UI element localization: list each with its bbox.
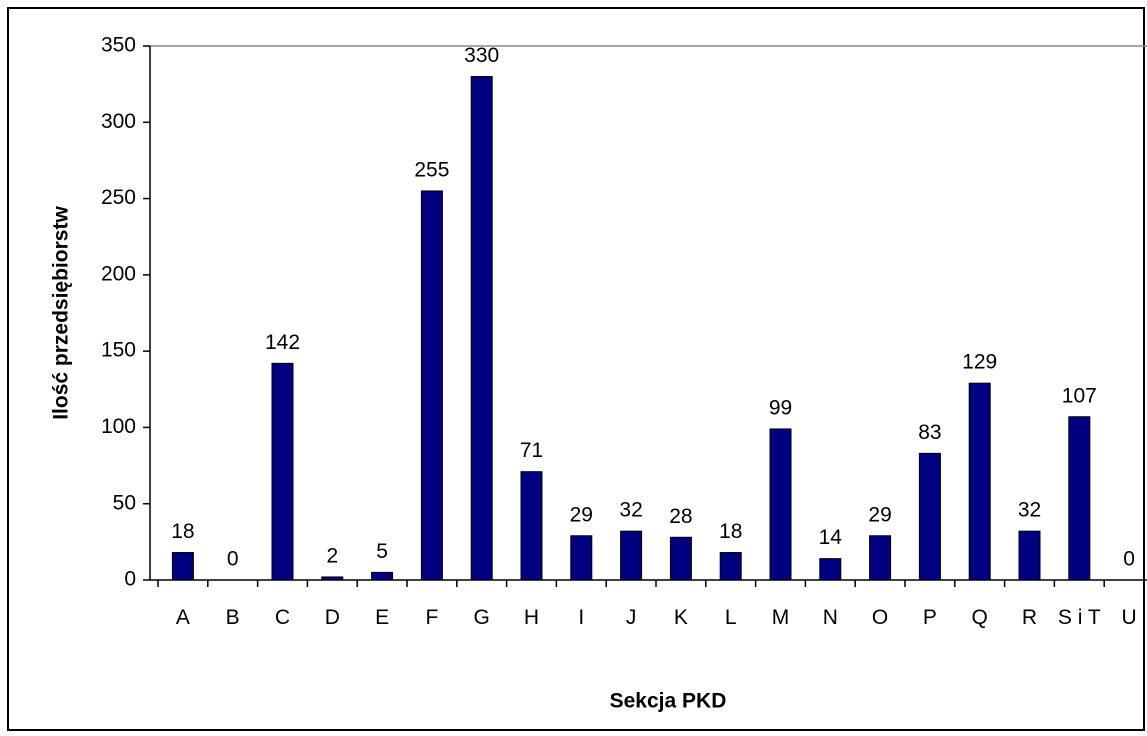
bar xyxy=(819,558,842,581)
data-label: 255 xyxy=(414,158,449,181)
bar xyxy=(171,552,194,581)
data-label: 0 xyxy=(1123,548,1135,571)
y-tick-label: 350 xyxy=(101,34,136,57)
data-label: 129 xyxy=(962,351,997,374)
x-tick-label: D xyxy=(324,606,340,629)
x-tick-label: S i T xyxy=(1057,606,1101,629)
x-tick-label: M xyxy=(771,606,790,629)
bar xyxy=(321,576,344,581)
x-tick-label: F xyxy=(425,606,439,629)
data-label: 5 xyxy=(376,540,388,563)
data-label: 14 xyxy=(819,526,843,549)
x-tick-label: R xyxy=(1021,606,1038,629)
data-label: 71 xyxy=(520,439,543,462)
y-tick-label: 0 xyxy=(124,568,136,591)
bar xyxy=(470,76,493,581)
bar xyxy=(620,530,643,581)
data-label: 32 xyxy=(619,499,642,522)
y-tick-label: 300 xyxy=(101,110,136,133)
x-tick-label: O xyxy=(871,606,889,629)
x-tick-label: G xyxy=(473,606,490,629)
data-label: 330 xyxy=(464,44,499,67)
y-tick-label: 200 xyxy=(101,262,136,285)
bar xyxy=(271,362,294,581)
y-tick-label: 150 xyxy=(101,339,136,362)
bar xyxy=(520,471,543,581)
data-label: 107 xyxy=(1062,384,1097,407)
data-label: 18 xyxy=(171,520,194,543)
x-tick-label: J xyxy=(625,606,637,629)
x-tick-label: C xyxy=(274,606,291,629)
bar xyxy=(1068,416,1091,581)
bar xyxy=(420,190,443,581)
bar xyxy=(669,536,692,581)
x-tick-label: E xyxy=(375,606,390,629)
data-label: 29 xyxy=(570,503,593,526)
bar xyxy=(1018,530,1041,581)
bar xyxy=(371,571,394,581)
data-label: 0 xyxy=(227,548,239,571)
chart-border xyxy=(7,7,1145,731)
x-tick-label: U xyxy=(1121,606,1137,629)
data-label: 28 xyxy=(669,505,692,528)
y-tick-label: 50 xyxy=(113,491,136,514)
x-tick-label: A xyxy=(175,606,190,629)
x-tick-label: N xyxy=(822,606,838,629)
data-label: 32 xyxy=(1018,499,1041,522)
bar xyxy=(769,428,792,581)
x-tick-label: I xyxy=(578,606,585,629)
data-label: 99 xyxy=(769,397,792,420)
x-tick-label: Q xyxy=(971,606,988,629)
y-tick-label: 100 xyxy=(101,415,136,438)
data-label: 29 xyxy=(868,503,891,526)
data-label: 18 xyxy=(719,520,742,543)
bar xyxy=(719,552,742,581)
x-tick-label: K xyxy=(673,606,688,629)
x-tick-label: L xyxy=(724,606,737,629)
data-label: 142 xyxy=(265,331,300,354)
x-axis-title: Sekcja PKD xyxy=(610,690,727,713)
y-axis-title: Ilość przedsiębiorstw xyxy=(50,206,73,420)
bar xyxy=(918,452,941,581)
bar xyxy=(570,535,593,581)
bar xyxy=(869,535,892,581)
x-tick-label: P xyxy=(922,606,937,629)
data-label: 2 xyxy=(326,544,338,567)
x-tick-label: H xyxy=(523,606,540,629)
x-tick-label: B xyxy=(225,606,240,629)
bar xyxy=(968,382,991,581)
y-tick-label: 250 xyxy=(101,186,136,209)
data-label: 83 xyxy=(918,421,941,444)
